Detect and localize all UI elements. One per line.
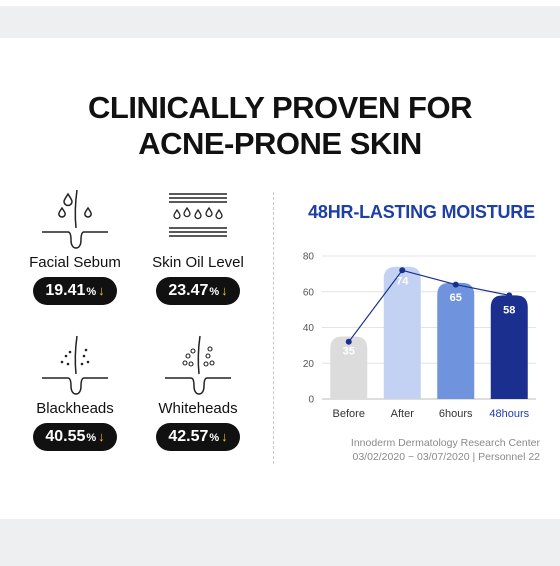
blackheads-pores-icon bbox=[42, 335, 108, 395]
stat-label: Facial Sebum bbox=[29, 254, 121, 271]
bar-value-label: 58 bbox=[503, 304, 515, 316]
section-divider bbox=[273, 192, 274, 464]
chart-title: 48HR-LASTING MOISTURE bbox=[308, 202, 535, 222]
stat-skin-oil-level: Skin Oil Level 23.47 % ↓ bbox=[128, 188, 268, 305]
bar-value-label: 74 bbox=[396, 276, 409, 288]
stat-label: Blackheads bbox=[36, 400, 114, 417]
source-note: Innoderm Dermatology Research Center bbox=[350, 437, 540, 449]
y-tick-label: 0 bbox=[308, 395, 314, 406]
stat-value-badge: 19.41 % ↓ bbox=[33, 277, 117, 305]
x-tick-label: 6hours bbox=[439, 408, 473, 420]
stat-value: 40.55 bbox=[45, 428, 86, 445]
stat-value-badge: 40.55 % ↓ bbox=[33, 423, 117, 451]
stat-value-badge: 42.57 % ↓ bbox=[156, 423, 240, 451]
y-tick-label: 60 bbox=[303, 287, 315, 298]
trend-point bbox=[506, 292, 513, 299]
stat-whiteheads: Whiteheads 42.57 % ↓ bbox=[128, 334, 268, 451]
headline-line-2: ACNE-PRONE SKIN bbox=[138, 126, 422, 161]
down-arrow-icon: ↓ bbox=[98, 283, 105, 298]
bar bbox=[437, 282, 475, 399]
stat-unit: % bbox=[86, 432, 97, 444]
study-period-note: 03/02/2020 ~ 03/07/2020 | Personnel 22 bbox=[352, 451, 540, 463]
x-tick-label: 48hours bbox=[489, 408, 529, 420]
y-tick-label: 40 bbox=[303, 323, 315, 334]
moisture-bar-chart: 0 20 40 60 80 35 74 65 58 Before After 6hours 48hour… bbox=[303, 252, 536, 420]
stat-value-badge: 23.47 % ↓ bbox=[156, 277, 240, 305]
bar-value-label: 35 bbox=[343, 345, 355, 357]
y-tick-label: 20 bbox=[303, 359, 315, 370]
x-tick-label: After bbox=[391, 408, 415, 420]
stat-blackheads: Blackheads 40.55 % ↓ bbox=[5, 334, 145, 451]
stat-label: Whiteheads bbox=[158, 400, 238, 417]
down-arrow-icon: ↓ bbox=[98, 429, 105, 444]
stat-unit: % bbox=[209, 286, 220, 298]
top-band bbox=[0, 6, 560, 38]
headline-line-1: CLINICALLY PROVEN FOR bbox=[88, 90, 472, 125]
stat-unit: % bbox=[86, 286, 97, 298]
stat-label: Skin Oil Level bbox=[152, 254, 244, 271]
stat-unit: % bbox=[209, 432, 220, 444]
stat-value: 42.57 bbox=[168, 428, 209, 445]
trend-line bbox=[348, 269, 510, 343]
whiteheads-pores-icon bbox=[165, 335, 231, 395]
hair-follicle-oil-drops-icon bbox=[42, 189, 108, 249]
x-tick-label: Before bbox=[333, 408, 365, 420]
skin-layers-oil-drops-icon bbox=[169, 193, 227, 237]
trend-point bbox=[345, 338, 352, 345]
bar bbox=[490, 295, 528, 399]
stat-value: 23.47 bbox=[168, 282, 209, 299]
down-arrow-icon: ↓ bbox=[221, 283, 228, 298]
y-tick-label: 80 bbox=[303, 252, 315, 263]
stat-facial-sebum: Facial Sebum 19.41 % ↓ bbox=[5, 188, 145, 305]
bar-value-label: 65 bbox=[450, 292, 462, 304]
trend-point bbox=[452, 281, 459, 288]
stat-value: 19.41 bbox=[45, 282, 86, 299]
bottom-band bbox=[0, 519, 560, 566]
bar bbox=[383, 266, 421, 399]
bar bbox=[330, 336, 368, 399]
down-arrow-icon: ↓ bbox=[221, 429, 228, 444]
trend-point bbox=[399, 267, 406, 274]
